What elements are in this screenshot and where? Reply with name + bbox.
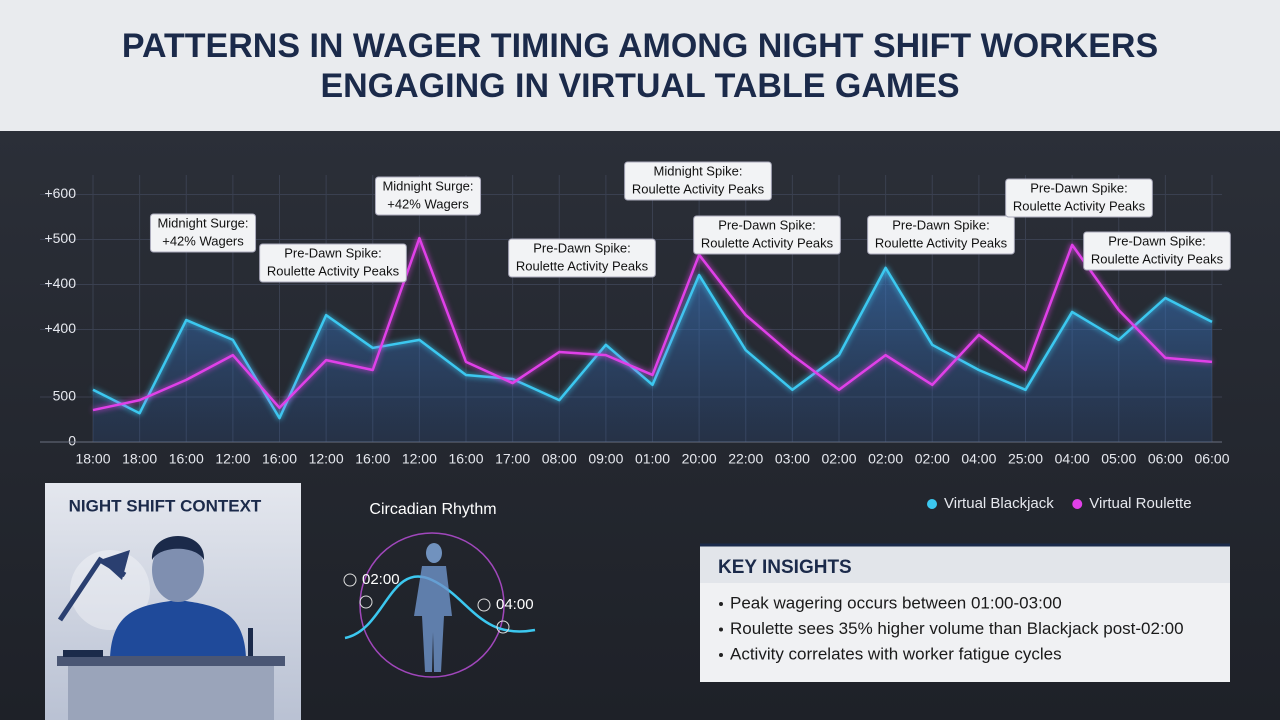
annotation: Pre-Dawn Spike: Roulette Activity Peaks: [1005, 178, 1153, 218]
annotation: Midnight Surge: +42% Wagers: [149, 213, 257, 253]
context-title: NIGHT SHIFT CONTEXT: [69, 496, 262, 515]
annotation: Midnight Spike: Roulette Activity Peaks: [624, 161, 772, 201]
y-tick-label: +400: [44, 320, 76, 336]
annotation-box: [1005, 178, 1153, 218]
legend-label: Virtual Roulette: [1089, 495, 1191, 512]
y-tick-label: 500: [53, 388, 77, 404]
y-tick-label: +400: [44, 275, 76, 291]
circadian-label: 02:00: [362, 571, 400, 588]
annotation-text: Roulette Activity Peaks: [1091, 251, 1224, 266]
annotation-box: [149, 213, 257, 253]
annotation-text: Roulette Activity Peaks: [267, 263, 400, 278]
legend-marker: [1072, 499, 1083, 509]
bullet: [719, 602, 723, 606]
annotation-title: Pre-Dawn Spike:: [284, 245, 382, 260]
x-tick-label: 16:00: [355, 451, 390, 467]
insight-item: Peak wagering occurs between 01:00-03:00: [730, 593, 1062, 612]
y-tick-label: +600: [44, 185, 76, 201]
annotation-text: Roulette Activity Peaks: [1013, 198, 1146, 213]
insights-panel: KEY INSIGHTS Peak wagering occurs betwee…: [700, 543, 1230, 682]
bullet: [719, 653, 723, 657]
x-tick-label: 16:00: [169, 451, 204, 467]
x-tick-label: 18:00: [75, 451, 110, 467]
annotation: Pre-Dawn Spike: Roulette Activity Peaks: [693, 215, 841, 255]
series-line: [92, 266, 1213, 420]
annotation-title: Pre-Dawn Spike:: [1030, 180, 1128, 195]
annotation-title: Pre-Dawn Spike:: [533, 240, 631, 255]
annotation: Pre-Dawn Spike: Roulette Activity Peaks: [259, 243, 407, 283]
x-tick-label: 02:00: [821, 451, 856, 467]
annotation: Pre-Dawn Spike: Roulette Activity Peaks: [867, 215, 1015, 255]
annotation: Pre-Dawn Spike: Roulette Activity Peaks: [1083, 231, 1231, 271]
series-line: [92, 236, 1213, 412]
circadian-panel: Circadian Rhythm 02:00 04:00: [343, 501, 536, 678]
bullet: [719, 627, 723, 632]
y-tick-label: +500: [44, 230, 76, 246]
x-tick-label: 12:00: [215, 451, 250, 467]
legend-marker: [927, 499, 937, 509]
annotation-text: +42% Wagers: [162, 233, 244, 248]
annotation-box: [374, 176, 482, 216]
annotation-title: Midnight Spike:: [654, 163, 743, 178]
x-tick-label: 22:00: [728, 451, 763, 467]
x-tick-label: 04:00: [961, 451, 996, 467]
x-tick-label: 01:00: [635, 451, 670, 467]
x-tick-label: 03:00: [775, 451, 810, 467]
insight-item: Roulette sees 35% higher volume than Bla…: [730, 619, 1184, 638]
annotation-box: [624, 161, 772, 201]
annotation-text: Roulette Activity Peaks: [632, 181, 765, 196]
annotation-title: Midnight Surge:: [157, 215, 248, 230]
annotation-text: Roulette Activity Peaks: [701, 235, 834, 250]
context-panel: NIGHT SHIFT CONTEXT: [45, 483, 301, 720]
annotation-title: Pre-Dawn Spike:: [718, 217, 816, 232]
x-tick-label: 09:00: [588, 451, 623, 467]
legend-label: Virtual Blackjack: [944, 495, 1054, 512]
annotation-text: Roulette Activity Peaks: [516, 258, 649, 273]
x-tick-label: 18:00: [122, 451, 157, 467]
y-tick-label: 0: [68, 433, 76, 449]
annotation: Pre-Dawn Spike: Roulette Activity Peaks: [508, 238, 656, 278]
x-tick-label: 02:00: [868, 451, 903, 467]
x-tick-label: 16:00: [262, 451, 297, 467]
x-tick-label: 02:00: [915, 451, 950, 467]
x-tick-label: 04:00: [1055, 451, 1090, 467]
annotation-box: [867, 215, 1015, 255]
annotation-text: +42% Wagers: [387, 196, 469, 211]
annotation-title: Pre-Dawn Spike:: [892, 217, 990, 232]
annotation-text: Roulette Activity Peaks: [875, 235, 1008, 250]
annotation-box: [1083, 231, 1231, 271]
x-tick-label: 05:00: [1101, 451, 1136, 467]
annotation-box: [693, 215, 841, 255]
x-tick-label: 16:00: [448, 451, 483, 467]
annotation: Midnight Surge: +42% Wagers: [374, 176, 482, 216]
x-tick-label: 06:00: [1194, 451, 1229, 467]
annotation-title: Midnight Surge:: [382, 178, 473, 193]
x-tick-label: 12:00: [309, 451, 344, 467]
x-tick-label: 12:00: [402, 451, 437, 467]
annotation-box: [259, 243, 407, 283]
insight-item: Activity correlates with worker fatigue …: [730, 644, 1062, 663]
circadian-title: Circadian Rhythm: [369, 501, 496, 518]
x-tick-label: 17:00: [495, 451, 530, 467]
header: PATTERNS IN WAGER TIMING AMONG NIGHT SHI…: [0, 0, 1280, 131]
insights-title: KEY INSIGHTS: [718, 557, 852, 578]
x-tick-label: 20:00: [682, 451, 717, 467]
annotation-title: Pre-Dawn Spike:: [1108, 233, 1206, 248]
chart-title: PATTERNS IN WAGER TIMING AMONG NIGHT SHI…: [121, 26, 1159, 105]
x-tick-label: 08:00: [542, 451, 577, 467]
x-tick-label: 25:00: [1008, 451, 1043, 467]
circadian-label: 04:00: [496, 596, 534, 613]
x-tick-label: 06:00: [1148, 451, 1183, 467]
annotation-box: [508, 238, 656, 278]
area: [93, 267, 1212, 442]
